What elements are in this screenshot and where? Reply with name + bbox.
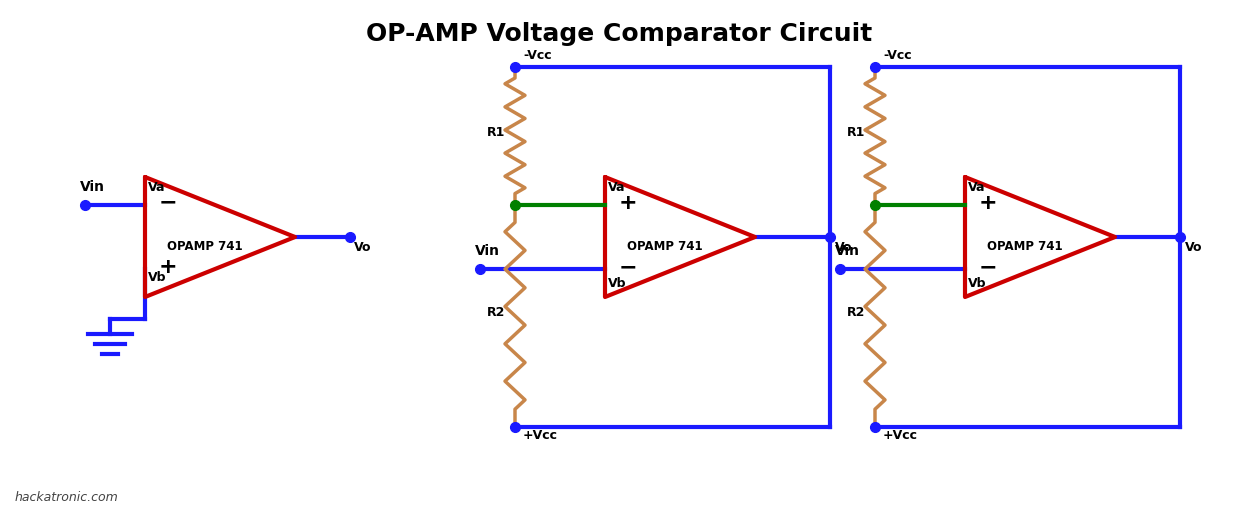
Text: R2: R2 xyxy=(847,306,865,319)
Text: OP-AMP Voltage Comparator Circuit: OP-AMP Voltage Comparator Circuit xyxy=(366,22,872,46)
Text: R2: R2 xyxy=(487,306,506,319)
Text: Vb: Vb xyxy=(608,277,627,290)
Text: −: − xyxy=(979,257,997,277)
Text: OPAMP 741: OPAMP 741 xyxy=(167,241,243,254)
Text: Va: Va xyxy=(968,181,985,194)
Text: Vin: Vin xyxy=(81,180,105,194)
Text: −: − xyxy=(159,193,177,212)
Text: OPAMP 741: OPAMP 741 xyxy=(627,241,703,254)
Text: +: + xyxy=(620,193,638,212)
Text: Va: Va xyxy=(147,181,166,194)
Text: Vo: Vo xyxy=(1184,241,1203,254)
Text: +: + xyxy=(159,257,177,277)
Text: Va: Va xyxy=(608,181,626,194)
Text: hackatronic.com: hackatronic.com xyxy=(15,491,119,504)
Text: +Vcc: +Vcc xyxy=(883,429,918,442)
Text: -Vcc: -Vcc xyxy=(883,49,912,62)
Text: +: + xyxy=(979,193,997,212)
Text: +Vcc: +Vcc xyxy=(523,429,558,442)
Text: OPAMP 741: OPAMP 741 xyxy=(987,241,1063,254)
Text: Vin: Vin xyxy=(475,244,501,258)
Text: Vb: Vb xyxy=(968,277,986,290)
Text: Vo: Vo xyxy=(835,241,852,254)
Text: Vo: Vo xyxy=(354,241,372,254)
Text: Vb: Vb xyxy=(147,271,166,284)
Text: R1: R1 xyxy=(487,126,506,139)
Text: Vin: Vin xyxy=(835,244,860,258)
Text: −: − xyxy=(620,257,638,277)
Text: -Vcc: -Vcc xyxy=(523,49,551,62)
Text: R1: R1 xyxy=(847,126,865,139)
